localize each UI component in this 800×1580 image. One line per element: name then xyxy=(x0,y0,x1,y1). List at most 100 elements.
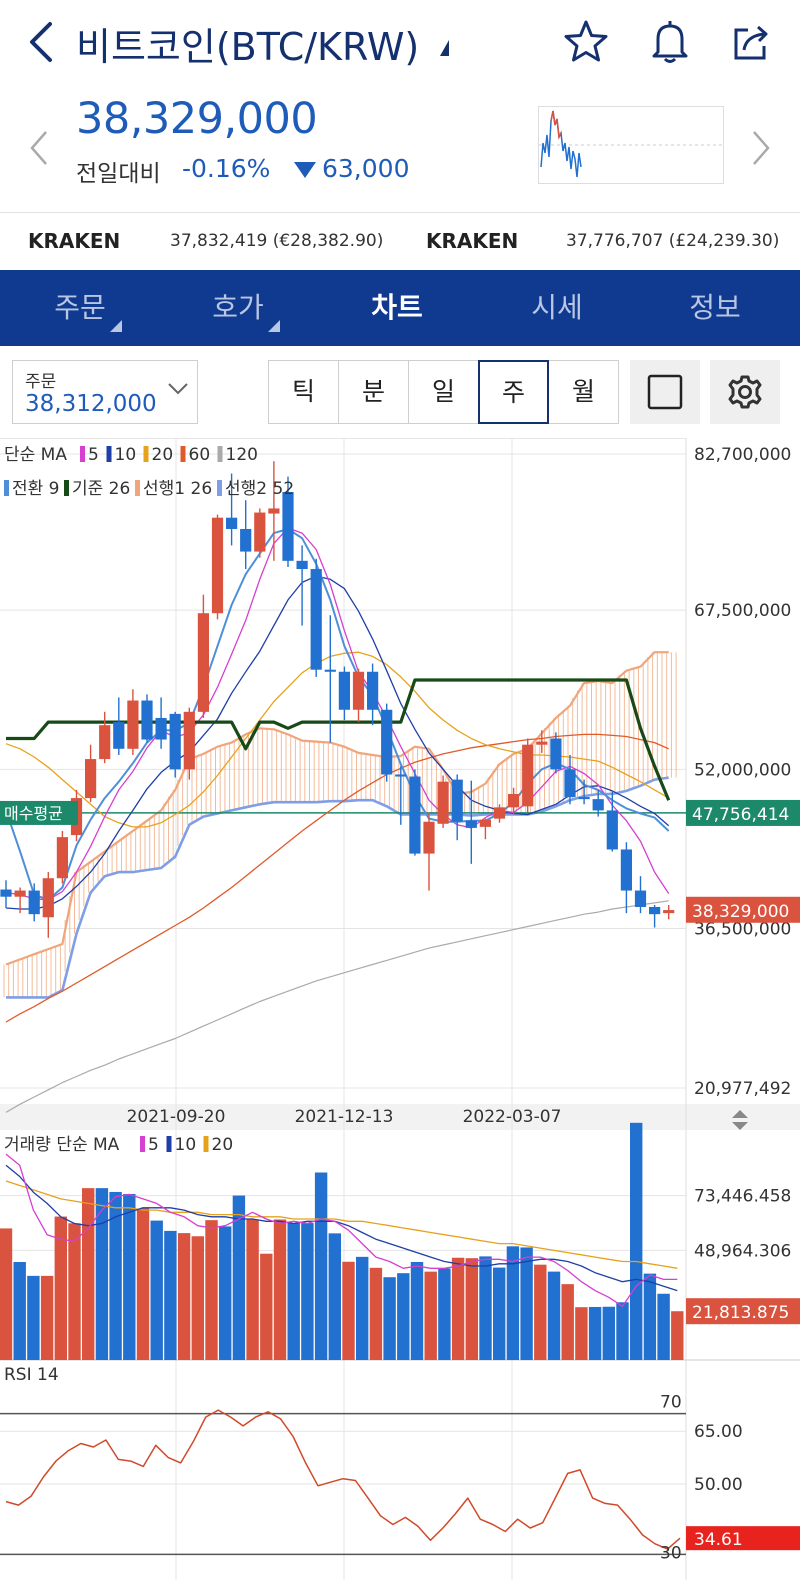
volume-bar xyxy=(438,1268,451,1360)
chart-area[interactable]: 단순 MA 5 10 20 60 120 전환 9 기준 26 선행1 26 선행2 52 82,7… xyxy=(0,437,800,1580)
title-dropdown-icon[interactable] xyxy=(440,40,449,56)
bell-icon[interactable] xyxy=(644,16,696,68)
period-tick-button[interactable]: 틱 xyxy=(268,360,339,424)
volume-bar xyxy=(95,1188,109,1360)
volume-bar xyxy=(164,1230,177,1360)
volume-bar xyxy=(301,1223,314,1360)
candle-body xyxy=(268,508,280,514)
legend-label: 5 xyxy=(148,1135,159,1155)
candle-body xyxy=(296,560,308,570)
mini-chart[interactable] xyxy=(538,106,725,184)
volume-bar xyxy=(356,1256,369,1360)
rsi-last-badge xyxy=(686,1526,800,1551)
legend-swatch xyxy=(166,1136,172,1152)
candle-body xyxy=(634,890,647,907)
volume-bar xyxy=(82,1188,95,1360)
chart-canvas[interactable]: 단순 MA 5 10 20 60 120 전환 9 기준 26 선행1 26 선행2 52 82,7… xyxy=(0,437,800,1580)
candle-body xyxy=(522,744,534,807)
volume-bar xyxy=(506,1246,520,1360)
order-price-dropdown[interactable]: 주문 38,312,000 xyxy=(12,360,198,424)
volume-bar xyxy=(643,1273,657,1360)
avg-price-badge xyxy=(0,800,78,825)
next-arrow-icon[interactable] xyxy=(746,128,776,168)
vol-last-value: 21,813.875 xyxy=(692,1303,789,1323)
candle-body xyxy=(113,722,125,749)
rsi-line xyxy=(5,1409,681,1550)
candle-body xyxy=(367,671,379,710)
rsi-title: RSI 14 xyxy=(4,1365,59,1385)
candle-body xyxy=(620,849,632,891)
candle-body xyxy=(409,776,421,854)
star-icon[interactable] xyxy=(560,16,612,68)
tab-order[interactable]: 주문 xyxy=(54,291,106,324)
volume-bar xyxy=(136,1208,150,1360)
rsi-last-value: 34.61 xyxy=(694,1530,743,1550)
chevron-down-icon xyxy=(168,383,188,395)
legend-label: 5 xyxy=(88,445,99,465)
resize-handle-icon xyxy=(732,1110,748,1118)
legend-label: 전환 9 xyxy=(12,479,60,499)
x-axis-label: 2021-12-13 xyxy=(295,1107,394,1127)
legend-swatch xyxy=(64,480,69,496)
volume-bar xyxy=(13,1261,26,1360)
settings-button[interactable] xyxy=(710,360,780,424)
volume-bar xyxy=(369,1267,383,1360)
y-axis-label: 50.00 xyxy=(694,1475,743,1495)
vol-last-badge xyxy=(686,1298,800,1325)
candle-body xyxy=(451,779,463,822)
volume-bar xyxy=(40,1275,54,1360)
chart-labels: 단순 MA 5 10 20 60 120 전환 9 기준 26 선행1 26 선행2 52 82,7… xyxy=(0,445,800,1563)
y-axis-label: 20,977,492 xyxy=(694,1079,791,1099)
rsi-lower-label: 30 xyxy=(660,1543,682,1563)
volume-bar xyxy=(68,1223,81,1360)
candle-body xyxy=(338,671,350,710)
down-triangle-icon xyxy=(294,162,316,178)
candle-body xyxy=(85,759,97,799)
volume-bar xyxy=(205,1220,218,1360)
avg-price-value: 47,756,414 xyxy=(692,805,789,825)
order-price-value: 38,312,000 xyxy=(25,391,157,417)
candle-body xyxy=(606,810,618,850)
back-icon[interactable] xyxy=(22,18,62,66)
volume-bar xyxy=(397,1273,410,1360)
page-title[interactable]: 비트코인(BTC/KRW) xyxy=(76,25,420,69)
exchange-value: 37,832,419 (€28,382.90) xyxy=(170,231,384,251)
volume-bar xyxy=(273,1219,287,1360)
volume-bar xyxy=(561,1284,574,1360)
share-icon[interactable] xyxy=(726,16,778,68)
tab-chart[interactable]: 차트 xyxy=(371,291,423,324)
candle-body xyxy=(0,889,12,897)
candle-body xyxy=(14,890,26,897)
period-month-button[interactable]: 월 xyxy=(548,360,619,424)
volume-bar xyxy=(493,1267,506,1360)
candle-body xyxy=(42,878,54,918)
volume-bar xyxy=(534,1264,547,1360)
candle-body xyxy=(310,569,322,670)
tab-orderbook[interactable]: 호가 xyxy=(212,291,264,324)
candle-body xyxy=(381,709,393,775)
prev-arrow-icon[interactable] xyxy=(24,128,54,168)
period-day-button[interactable]: 일 xyxy=(408,360,479,424)
chart-toolbar: 주문 38,312,000 틱 분 일 주 월 xyxy=(0,346,800,438)
fullscreen-button[interactable] xyxy=(630,360,700,424)
legend-swatch xyxy=(135,480,140,496)
period-minute-button[interactable]: 분 xyxy=(338,360,409,424)
volume-bar xyxy=(479,1256,492,1360)
volume-bar xyxy=(671,1311,684,1360)
volume-bar xyxy=(520,1247,533,1360)
legend-label: 120 xyxy=(226,445,258,465)
tab-info[interactable]: 정보 xyxy=(689,291,741,324)
period-week-button[interactable]: 주 xyxy=(478,360,549,424)
avg-price-label: 매수평균 xyxy=(4,804,63,823)
candles xyxy=(0,461,675,938)
tab-bar: 주문 호가 차트 시세 정보 xyxy=(0,270,800,346)
candle-body xyxy=(536,741,548,745)
candle-body xyxy=(155,717,167,740)
volume-bar xyxy=(451,1257,465,1360)
volume-bar xyxy=(602,1306,615,1360)
volume-bar xyxy=(287,1223,300,1360)
tab-quotes[interactable]: 시세 xyxy=(531,291,583,324)
candle-body xyxy=(211,517,224,614)
legend-swatch xyxy=(143,446,149,462)
legend-label: 기준 26 xyxy=(72,479,130,499)
